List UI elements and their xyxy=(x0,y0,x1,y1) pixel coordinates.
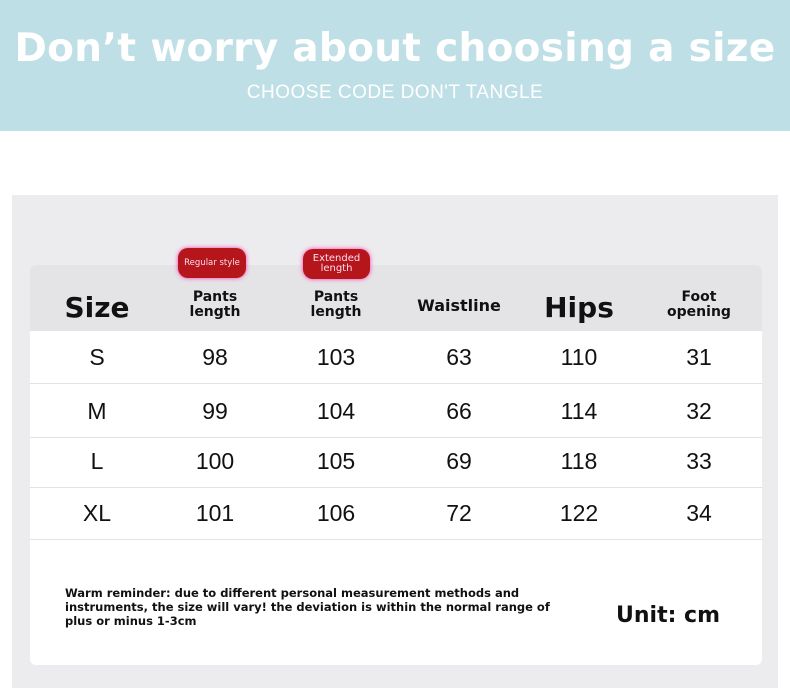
table-cell: 69 xyxy=(446,448,472,474)
table-cell: 104 xyxy=(316,398,356,424)
table-row: S 98 103 63 110 31 xyxy=(30,332,762,384)
table-cell: 122 xyxy=(559,500,599,526)
table-cell: 66 xyxy=(446,398,472,424)
column-header: Hips xyxy=(544,291,614,324)
extended-length-badge: Extended length xyxy=(303,249,370,279)
table-cell: 110 xyxy=(560,344,598,370)
table-cell: M xyxy=(87,398,107,424)
column-header: Foot opening xyxy=(667,289,731,320)
table-header: Size Pants length Pants length Waistline Hip… xyxy=(30,265,762,331)
table-row: M 99 104 66 114 32 xyxy=(30,386,762,438)
size-table: Size Pants length Pants length Waistline Hip… xyxy=(30,265,762,665)
table-cell: 100 xyxy=(195,448,235,474)
unit-label: Unit: cm xyxy=(616,603,721,628)
banner-title: Don’t worry about choosing a size xyxy=(14,26,776,71)
column-header: Pants length xyxy=(189,289,241,320)
warm-reminder: Warm reminder: due to different personal… xyxy=(65,586,550,628)
regular-style-badge: Regular style xyxy=(178,248,246,278)
column-header: Size xyxy=(64,291,130,324)
table-cell: L xyxy=(90,448,104,474)
table-cell: XL xyxy=(82,500,112,526)
table-cell: 103 xyxy=(316,344,356,370)
table-cell: 101 xyxy=(195,500,235,526)
table-row: XL 101 106 72 122 34 xyxy=(30,488,762,540)
table-cell: S xyxy=(89,344,105,370)
table-cell: 114 xyxy=(560,398,598,424)
table-cell: 98 xyxy=(202,344,228,370)
table-cell: 118 xyxy=(560,448,598,474)
table-cell: 32 xyxy=(686,398,712,424)
table-cell: 105 xyxy=(316,448,356,474)
banner-subtitle: CHOOSE CODE DON'T TANGLE xyxy=(246,82,544,103)
column-header: Pants length xyxy=(310,289,362,320)
column-header: Waistline xyxy=(417,296,501,315)
table-cell: 99 xyxy=(202,398,228,424)
table-cell: 106 xyxy=(316,500,356,526)
table-cell: 31 xyxy=(686,344,712,370)
table-row: L 100 105 69 118 33 xyxy=(30,436,762,488)
table-cell: 63 xyxy=(446,344,472,370)
table-cell: 34 xyxy=(686,500,712,526)
table-cell: 72 xyxy=(446,500,472,526)
banner: Don’t worry about choosing a size CHOOSE… xyxy=(0,0,790,131)
table-cell: 33 xyxy=(686,448,712,474)
